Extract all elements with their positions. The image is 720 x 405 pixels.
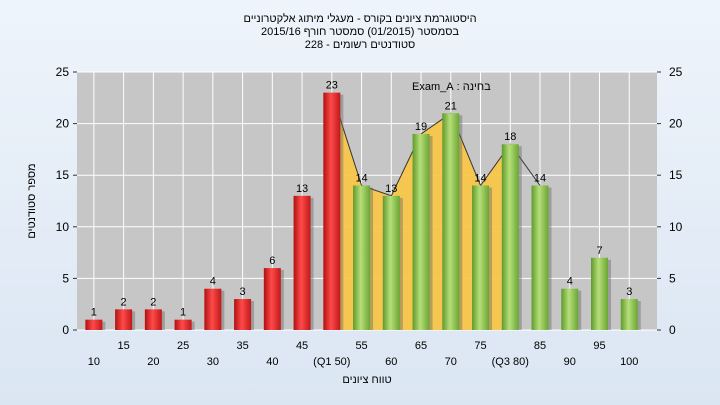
bar [234,299,252,330]
x-tick-label: 30 [207,356,219,368]
x-tick-label: 75 [474,340,486,352]
x-tick-label: 85 [534,340,546,352]
bar [293,195,311,330]
x-tick-label: 10 [88,356,100,368]
chart-title: היסטוגרמת ציונים בקורס - מעגלי מיתוג אלק… [243,12,476,51]
bar-value-label: 2 [150,296,156,308]
bar [144,309,162,330]
bar [115,309,133,330]
bar-value-label: 23 [326,80,338,92]
y-tick-label-right: 10 [669,220,683,234]
bar [353,185,371,330]
y-tick-label-left: 5 [62,271,69,285]
y-tick-label-left: 25 [56,65,70,79]
bar-value-label: 19 [415,121,427,133]
bar-value-label: 4 [567,276,573,288]
bar-value-label: 14 [474,173,486,185]
bar-value-label: 4 [210,276,216,288]
y-tick-label-right: 20 [669,117,683,131]
y-axis-left-ticks: 0 5 10 15 20 25 [56,65,77,337]
bar-value-label: 18 [504,131,516,143]
x-tick-label: 35 [236,340,248,352]
y-tick-label-left: 15 [56,168,70,182]
x-tick-label: (Q1 50) [313,356,350,368]
x-tick-label: 90 [564,356,576,368]
x-tick-label: 15 [117,340,129,352]
y-tick-label-right: 25 [669,65,683,79]
bar [591,257,609,330]
x-tick-label: 95 [593,340,605,352]
title-line-3: סטודנטים רשומים - 228 [305,39,416,51]
bar [620,299,638,330]
bar-value-label: 3 [626,286,632,298]
x-tick-label: 70 [445,356,457,368]
y-tick-label-left: 10 [56,220,70,234]
title-line-1: היסטוגרמת ציונים בקורס - מעגלי מיתוג אלק… [243,12,476,25]
title-line-2: בסמסטר (01/2015) סמסטר חורף 2015/16 [261,26,459,38]
legend-label: בחינה : Exam_A [412,81,491,93]
x-tick-label: 60 [385,356,397,368]
x-tick-label: 40 [266,356,278,368]
bar [472,185,490,330]
bar-value-label: 14 [355,173,367,185]
bar [412,133,430,330]
x-tick-label: 55 [355,340,367,352]
bar-value-label: 3 [240,286,246,298]
bar-value-label: 7 [596,245,602,257]
x-tick-label: (Q3 80) [492,356,529,368]
y-tick-label-right: 5 [669,271,676,285]
bar [174,319,192,330]
y-tick-label-right: 0 [669,323,676,337]
bar-value-label: 6 [269,255,275,267]
x-tick-label: 45 [296,340,308,352]
bars [85,92,641,330]
bar [382,195,400,330]
y-axis-label: מספר סטודנטים [26,163,38,238]
bar [263,268,281,330]
bar-value-label: 14 [534,173,546,185]
x-axis-ticks: 10 15 20 25 30 35 40 45 (Q1 50) 55 60 65 70 75 (Q3 80)… [88,340,639,368]
x-tick-label: 20 [147,356,159,368]
bar-value-label: 21 [445,100,457,112]
bar [85,319,103,330]
bar [442,113,460,330]
bar-value-label: 13 [296,183,308,195]
y-tick-label-left: 20 [56,117,70,131]
bar [323,92,341,330]
bar [204,288,222,330]
x-axis-label: טווח ציונים [342,374,391,386]
bar [531,185,549,330]
y-axis-right-ticks: 0 5 10 15 20 25 [657,65,683,337]
y-tick-label-right: 15 [669,168,683,182]
x-tick-label: 100 [620,356,638,368]
bar-value-label: 13 [385,183,397,195]
bar-value-label: 1 [180,307,186,319]
bar [561,288,579,330]
bar-value-label: 1 [91,307,97,319]
bar [501,144,519,330]
bar-value-label: 2 [121,296,127,308]
y-tick-label-left: 0 [62,323,69,337]
x-tick-label: 65 [415,340,427,352]
x-tick-label: 25 [177,340,189,352]
